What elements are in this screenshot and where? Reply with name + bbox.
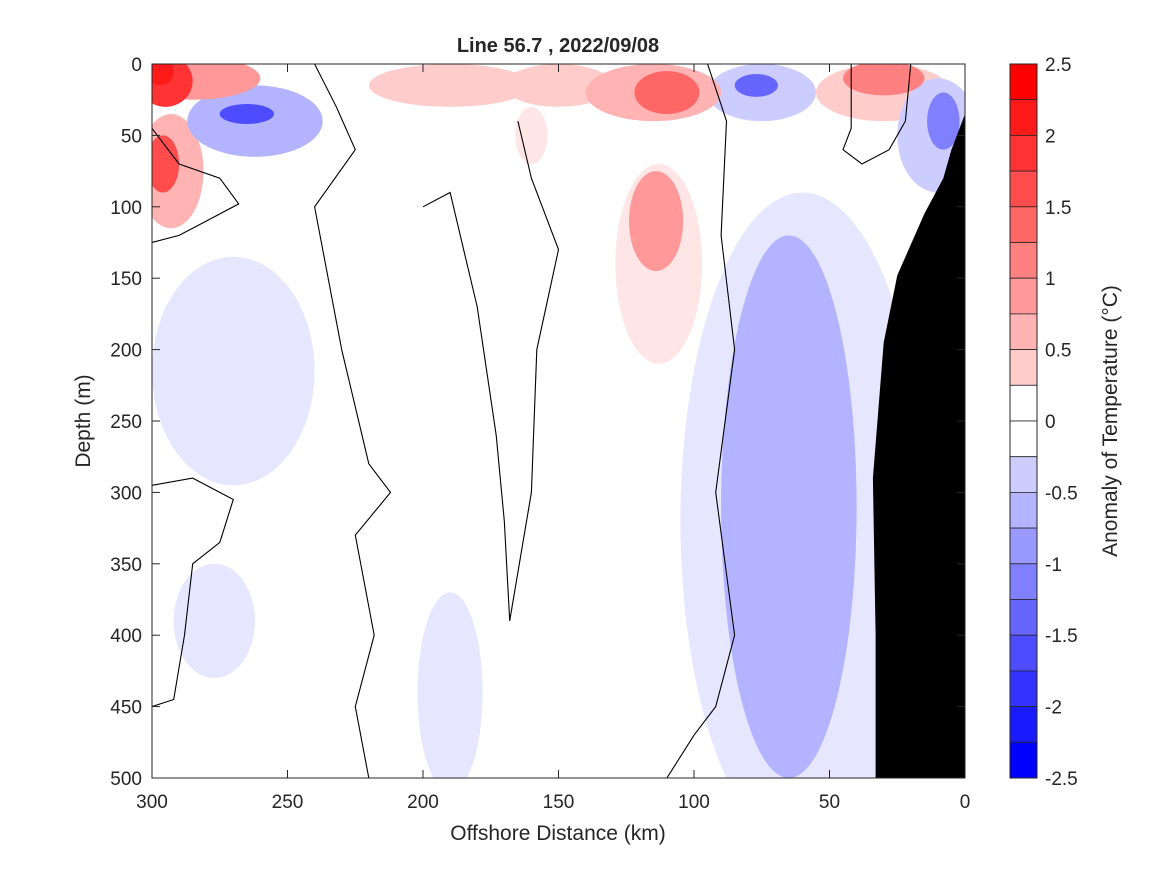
cold-anomaly-3 — [173, 563, 255, 679]
colorbar-bin — [1009, 206, 1038, 243]
y-tick-label: 50 — [121, 126, 142, 147]
y-tick-label: 300 — [110, 483, 142, 504]
zero-contour-5 — [842, 64, 912, 165]
colorbar-bin — [1009, 527, 1038, 565]
cold-anomaly-20 — [734, 73, 779, 97]
colorbar-bin — [1009, 384, 1038, 422]
x-axis: 300 250 200 150 100 50 0 — [136, 64, 970, 813]
colorbar-bin — [1009, 741, 1038, 779]
colorbar-bin — [1009, 170, 1038, 208]
y-tick-label: 200 — [110, 341, 142, 362]
land-shape — [872, 114, 965, 778]
colorbar-tick-label: 2.5 — [1045, 55, 1071, 76]
x-axis-label: Offshore Distance (km) — [450, 822, 666, 845]
x-tick-label: 100 — [678, 792, 710, 813]
colorbar-bin — [1009, 313, 1038, 350]
y-tick-label: 0 — [131, 55, 142, 76]
zero-contour-1 — [152, 477, 234, 708]
warm-anomaly-24 — [152, 64, 174, 86]
colorbar-tick-label: -1.5 — [1045, 626, 1078, 647]
warm-anomaly-7 — [504, 64, 613, 107]
warm-anomaly-0 — [515, 106, 548, 164]
cold-anomaly-18 — [927, 92, 960, 150]
y-tick-label: 500 — [110, 769, 142, 790]
colorbar-bin — [1009, 349, 1038, 386]
colorbar-bin — [1009, 420, 1038, 458]
colorbar-bin — [1009, 277, 1038, 315]
colorbar-bin — [1009, 491, 1038, 529]
colorbar-bin — [1009, 63, 1038, 101]
zero-contour-3 — [422, 120, 560, 621]
colorbar-bin — [1009, 99, 1038, 136]
colorbar-tick-label: 1.5 — [1045, 198, 1071, 219]
colorbar-tick-label: 0 — [1045, 412, 1056, 433]
colorbar-frame — [1009, 63, 1038, 779]
colorbar: 2.5 2 1.5 1 0.5 0 -0.5 -1 -1.5 -2 -2.5 — [1009, 55, 1078, 790]
colorbar-tick-label: -2 — [1045, 698, 1062, 719]
colorbar-label: Anomaly of Temperature (°C) — [1099, 285, 1122, 557]
zero-contours — [152, 64, 912, 778]
y-axis: 0 50 100 150 200 250 300 350 400 450 500 — [110, 55, 965, 790]
x-tick-label: 150 — [543, 792, 575, 813]
colorbar-tick-label: -1 — [1045, 555, 1062, 576]
colorbar-bin — [1009, 599, 1038, 636]
colorbar-tick-label: 0.5 — [1045, 341, 1071, 362]
warm-anomaly-19 — [634, 71, 700, 114]
y-tick-label: 250 — [110, 412, 142, 433]
warm-anomaly-21 — [152, 135, 180, 193]
x-tick-label: 250 — [272, 792, 304, 813]
y-tick-label: 100 — [110, 198, 142, 219]
anomaly-field — [152, 64, 965, 778]
colorbar-tick-label: 1 — [1045, 269, 1056, 290]
warm-anomaly-15 — [152, 64, 261, 100]
zero-contour-2 — [314, 64, 392, 778]
x-tick-label: 50 — [819, 792, 840, 813]
chart-title: Line 56.7 , 2022/09/08 — [457, 35, 659, 57]
colorbar-bin — [1009, 634, 1038, 672]
zero-contour-4 — [666, 64, 736, 778]
y-tick-label: 450 — [110, 698, 142, 719]
x-tick-label: 0 — [960, 792, 971, 813]
cold-anomaly-2 — [152, 256, 315, 486]
warm-anomaly-17 — [843, 64, 925, 96]
cold-anomaly-4 — [417, 592, 483, 778]
colorbar-tick-label: 2 — [1045, 126, 1056, 147]
colorbar-tick-label: -2.5 — [1045, 769, 1078, 790]
warm-anomaly-6 — [368, 64, 532, 107]
cold-anomaly-22 — [219, 103, 274, 124]
cold-anomaly-14 — [721, 235, 857, 778]
x-tick-label: 200 — [407, 792, 439, 813]
colorbar-tick-label: -0.5 — [1045, 483, 1078, 504]
land-mask — [872, 114, 965, 778]
colorbar-bin — [1009, 456, 1038, 493]
y-axis-label: Depth (m) — [72, 374, 95, 467]
y-tick-label: 150 — [110, 269, 142, 290]
y-tick-label: 400 — [110, 626, 142, 647]
colorbar-bin — [1009, 670, 1038, 708]
colorbar-bin — [1009, 563, 1038, 600]
y-tick-label: 350 — [110, 555, 142, 576]
colorbar-bin — [1009, 242, 1038, 279]
zero-contour-0 — [152, 127, 240, 244]
x-tick-label: 300 — [136, 792, 168, 813]
colorbar-bin — [1009, 134, 1038, 172]
warm-anomaly-16 — [628, 171, 684, 272]
colorbar-bin — [1009, 706, 1038, 743]
